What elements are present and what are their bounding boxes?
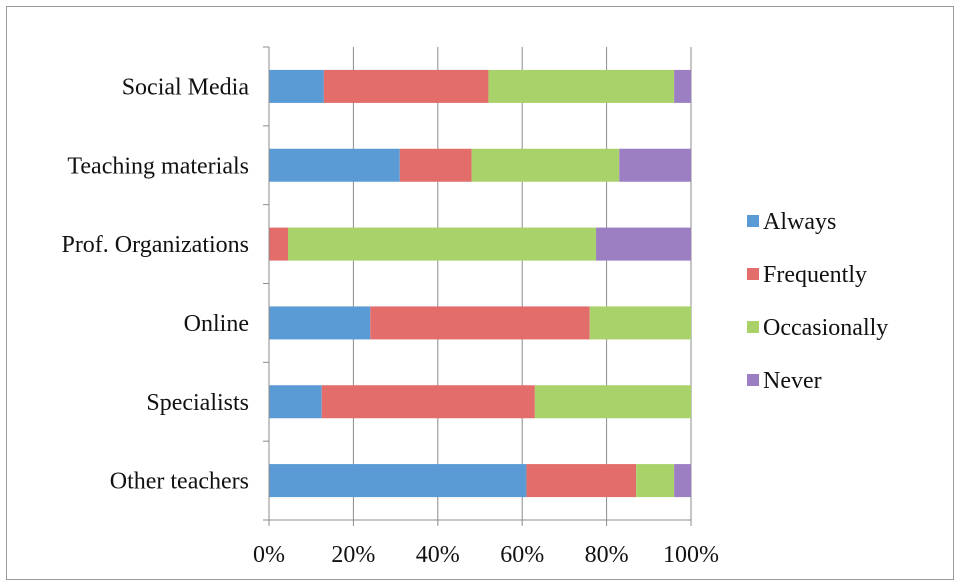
axes [263, 46, 692, 526]
chart-frame: Social Media Teaching materials Prof. Orga… [6, 6, 954, 580]
legend-swatch-never [747, 374, 759, 386]
bar-other-teachers-frequently [526, 464, 637, 498]
category-labels: Social Media Teaching materials Prof. Orga… [61, 74, 249, 494]
x-tick-label-100: 100% [663, 542, 719, 568]
legend-swatch-occasionally [747, 321, 759, 333]
bar-teaching-materials-always [269, 148, 400, 182]
gridlines [352, 47, 692, 520]
x-tick-label-40: 40% [416, 542, 460, 568]
x-tick-label-80: 80% [585, 542, 629, 568]
legend-label-frequently: Frequently [763, 262, 867, 288]
legend-label-occasionally: Occasionally [763, 315, 888, 341]
bar-social-media-always [269, 69, 324, 103]
legend-label-always: Always [763, 209, 836, 235]
bar-specialists-always [269, 385, 322, 419]
x-tick-label-0: 0% [253, 542, 285, 568]
bar-social-media-frequently [323, 69, 489, 103]
category-label-social-media: Social Media [122, 74, 250, 100]
bar-teaching-materials-never [619, 148, 691, 182]
bar-online-frequently [370, 306, 590, 340]
bar-prof-organizations-frequently [269, 227, 288, 261]
category-label-prof-organizations: Prof. Organizations [61, 232, 249, 258]
bar-specialists-frequently [321, 385, 535, 419]
bar-other-teachers-occasionally [636, 464, 675, 498]
category-label-specialists: Specialists [146, 390, 249, 416]
bar-specialists-occasionally [534, 385, 691, 419]
bar-other-teachers-always [269, 464, 527, 498]
category-label-other-teachers: Other teachers [110, 469, 249, 495]
legend: Always Frequently Occasionally Never [747, 209, 888, 394]
bar-teaching-materials-occasionally [471, 148, 620, 182]
bar-online-occasionally [589, 306, 691, 340]
category-label-online: Online [184, 311, 249, 337]
bar-prof-organizations-never [596, 227, 691, 261]
stacked-bar-chart: Social Media Teaching materials Prof. Orga… [61, 46, 888, 568]
bars [269, 69, 691, 498]
x-tick-label-60: 60% [500, 542, 544, 568]
bar-other-teachers-never [674, 464, 691, 498]
bar-teaching-materials-frequently [399, 148, 472, 182]
x-tick-label-20: 20% [331, 542, 375, 568]
bar-social-media-occasionally [488, 69, 675, 103]
x-tick-labels: 0% 20% 40% 60% 80% 100% [253, 542, 719, 568]
bar-prof-organizations-occasionally [287, 227, 597, 261]
legend-swatch-frequently [747, 268, 759, 280]
legend-label-never: Never [763, 368, 822, 394]
legend-swatch-always [747, 215, 759, 227]
bar-social-media-never [674, 69, 691, 103]
category-label-teaching-materials: Teaching materials [67, 153, 249, 179]
bar-online-always [269, 306, 371, 340]
